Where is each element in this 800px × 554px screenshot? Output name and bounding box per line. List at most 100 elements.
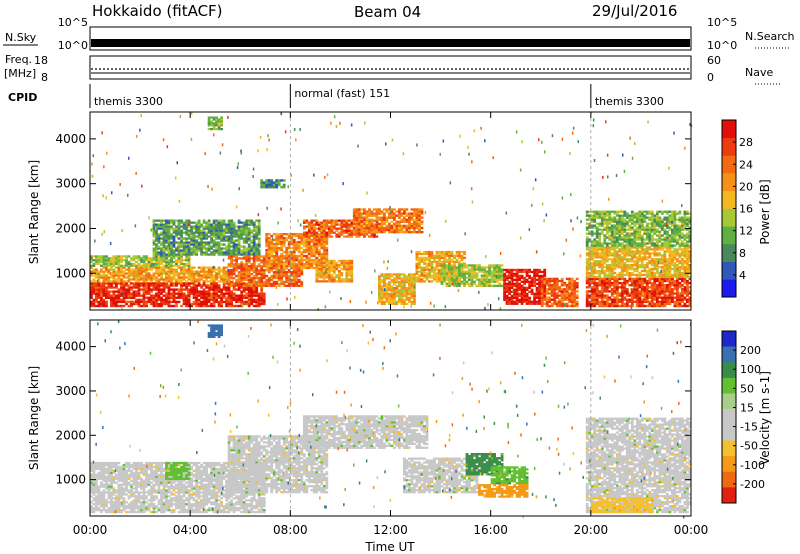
- heatmap-cell: [553, 281, 557, 285]
- heatmap-cell: [440, 280, 444, 283]
- heatmap-cell: [370, 230, 374, 234]
- heatmap-cell: [252, 271, 256, 274]
- heatmap-cell: [655, 304, 659, 308]
- heatmap-cell: [508, 280, 511, 283]
- heatmap-cell: [257, 243, 261, 246]
- heatmap-cell: [165, 262, 168, 265]
- heatmap-cell: [100, 290, 103, 293]
- heatmap-cell: [555, 279, 559, 283]
- heatmap-cell: [195, 241, 198, 244]
- heatmap-cell: [170, 251, 173, 254]
- heatmap-cell: [518, 286, 521, 289]
- heatmap-cell: [295, 284, 299, 287]
- heatmap-cell: [207, 294, 211, 297]
- heatmap-cell: [448, 284, 451, 287]
- heatmap-cell: [195, 249, 198, 252]
- heatmap-cell: [375, 227, 379, 230]
- heatmap-cell: [568, 277, 572, 281]
- heatmap-cell: [593, 304, 597, 308]
- heatmap-cell: [217, 272, 221, 275]
- heatmap-cell: [105, 266, 108, 269]
- heatmap-cell: [410, 275, 414, 278]
- heatmap-cell: [380, 285, 384, 288]
- heatmap-cell: [393, 287, 396, 290]
- heatmap-cell: [428, 274, 431, 277]
- heatmap-cell: [110, 276, 113, 279]
- heatmap-cell: [488, 264, 491, 267]
- heatmap-cell: [570, 304, 574, 308]
- heatmap-cell: [403, 294, 406, 298]
- heatmap-cell: [187, 296, 191, 299]
- heatmap-cell: [405, 208, 409, 211]
- heatmap-cell: [302, 244, 306, 248]
- heatmap-cell: [110, 294, 113, 297]
- heatmap-cell: [543, 272, 547, 276]
- heatmap-cell: [97, 274, 101, 277]
- heatmap-cell: [458, 276, 461, 279]
- heatmap-cell: [613, 300, 617, 303]
- heatmap-cell: [197, 292, 201, 295]
- heatmap-cell: [373, 224, 376, 228]
- heatmap-cell: [182, 223, 186, 226]
- heatmap-cell: [650, 281, 654, 285]
- heatmap-cell: [558, 279, 562, 283]
- heatmap-cell: [180, 233, 183, 236]
- heatmap-cell: [330, 270, 334, 273]
- heatmap-cell: [245, 237, 249, 240]
- heatmap-cell: [423, 258, 426, 261]
- heatmap-cell: [418, 264, 421, 267]
- heatmap-cell: [510, 296, 514, 299]
- heatmap-cell: [380, 287, 384, 290]
- heatmap-cell: [510, 298, 514, 301]
- heatmap-cell: [187, 262, 191, 265]
- heatmap-cell: [130, 304, 133, 308]
- heatmap-cell: [315, 278, 319, 281]
- heatmap-cell: [215, 219, 218, 222]
- heatmap-cell: [252, 243, 256, 246]
- heatmap-cell: [230, 223, 233, 226]
- heatmap-cell: [150, 264, 153, 267]
- heatmap-cell: [390, 292, 394, 296]
- heatmap-cell: [322, 244, 326, 248]
- heatmap-cell: [480, 282, 484, 285]
- heatmap-cell: [410, 222, 414, 226]
- heatmap-cell: [330, 280, 334, 283]
- heatmap-cell: [327, 268, 331, 271]
- heatmap-cell: [282, 264, 286, 268]
- heatmap-cell: [390, 296, 394, 300]
- heatmap-cell: [252, 249, 256, 252]
- heatmap-cell: [503, 298, 506, 301]
- heatmap-cell: [337, 233, 341, 236]
- heatmap-cell: [287, 280, 291, 284]
- heatmap-cell: [560, 300, 564, 303]
- heatmap-cell: [175, 231, 178, 234]
- heatmap-cell: [645, 296, 649, 299]
- heatmap-cell: [490, 278, 494, 281]
- heatmap-cell: [415, 208, 419, 211]
- heatmap-cell: [585, 277, 589, 281]
- heatmap-cell: [287, 234, 291, 238]
- heatmap-cell: [383, 292, 386, 296]
- heatmap-cell: [132, 282, 136, 285]
- heatmap-cell: [625, 279, 629, 283]
- heatmap-cell: [112, 262, 116, 265]
- heatmap-cell: [620, 292, 624, 295]
- heatmap-cell: [678, 294, 682, 297]
- heatmap-cell: [327, 278, 331, 281]
- heatmap-cell: [237, 300, 241, 304]
- heatmap-cell: [105, 278, 108, 281]
- heatmap-cell: [520, 302, 524, 305]
- heatmap-cell: [363, 233, 366, 236]
- heatmap-cell: [215, 221, 218, 224]
- heatmap-cell: [227, 265, 231, 268]
- heatmap-cell: [247, 269, 251, 272]
- heatmap-cell: [373, 212, 376, 215]
- heatmap-cell: [658, 300, 662, 303]
- heatmap-cell: [460, 272, 464, 275]
- heatmap-cell: [453, 282, 456, 285]
- heatmap-cell: [510, 302, 514, 305]
- heatmap-cell: [400, 277, 404, 280]
- heatmap-cell: [360, 230, 364, 234]
- heatmap-cell: [250, 223, 254, 226]
- heatmap-cell: [102, 255, 106, 258]
